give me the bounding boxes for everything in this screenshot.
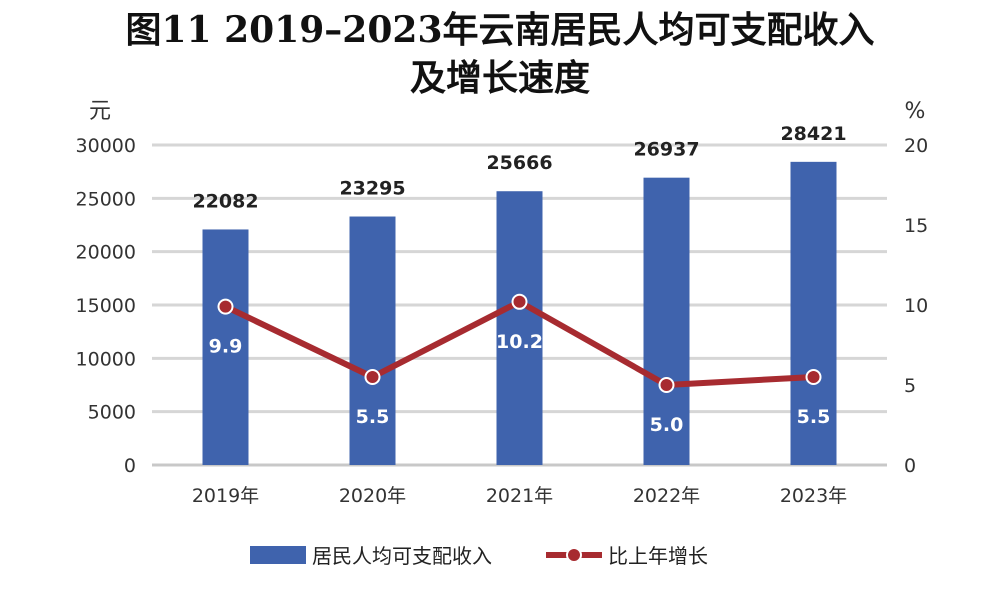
legend: 居民人均可支配收入 比上年增长: [250, 544, 708, 568]
y-left-unit: 元: [89, 99, 111, 124]
bar-value-label: 26937: [633, 139, 699, 161]
growth-point: [805, 369, 822, 385]
y-left-tick-label: 25000: [76, 188, 136, 210]
y-right-tick-label: 15: [904, 215, 928, 237]
legend-line-marker: [566, 547, 582, 563]
bar-value-label: 22082: [192, 190, 258, 212]
bar: [790, 161, 837, 466]
x-tick-label: 2019年: [192, 485, 259, 507]
x-tick-label: 2022年: [633, 485, 700, 507]
bar: [496, 191, 543, 465]
y-left-tick-label: 20000: [76, 242, 136, 264]
y-left-tick-label: 5000: [88, 402, 136, 424]
chart-title-line2: 及增长速度: [410, 57, 590, 99]
growth-value-label: 5.5: [797, 406, 831, 428]
y-left-tick-label: 10000: [76, 348, 136, 370]
y-left-tick-label: 15000: [76, 295, 136, 317]
growth-point: [658, 377, 675, 393]
y-left-tick-label: 30000: [76, 135, 136, 157]
growth-point: [364, 369, 381, 385]
y-right-tick-label: 5: [904, 375, 916, 397]
bar: [349, 216, 396, 465]
growth-value-label: 10.2: [496, 331, 543, 353]
bar-value-label: 25666: [486, 152, 552, 174]
y-left-tick-label: 0: [124, 455, 136, 477]
chart-title-line1: 图11 2019–2023年云南居民人均可支配收入: [125, 9, 874, 51]
growth-value-label: 9.9: [209, 336, 243, 358]
bar-value-label: 28421: [780, 123, 846, 145]
x-tick-label: 2021年: [486, 485, 553, 507]
y-right-tick-label: 20: [904, 135, 928, 157]
x-tick-label: 2020年: [339, 485, 406, 507]
bar: [643, 177, 690, 465]
bar: [202, 229, 249, 465]
y-right-unit: %: [905, 99, 926, 124]
y-right-tick-label: 10: [904, 295, 928, 317]
growth-point: [511, 293, 528, 310]
growth-value-label: 5.0: [650, 414, 684, 436]
y-right-tick-label: 0: [904, 455, 916, 477]
x-tick-label: 2023年: [780, 485, 847, 507]
bar-value-label: 23295: [339, 178, 405, 200]
legend-bar-label: 居民人均可支配收入: [312, 544, 492, 568]
growth-point: [217, 298, 234, 315]
legend-bar-swatch: [250, 546, 306, 564]
growth-value-label: 5.5: [356, 406, 390, 428]
legend-line-label: 比上年增长: [608, 544, 708, 568]
